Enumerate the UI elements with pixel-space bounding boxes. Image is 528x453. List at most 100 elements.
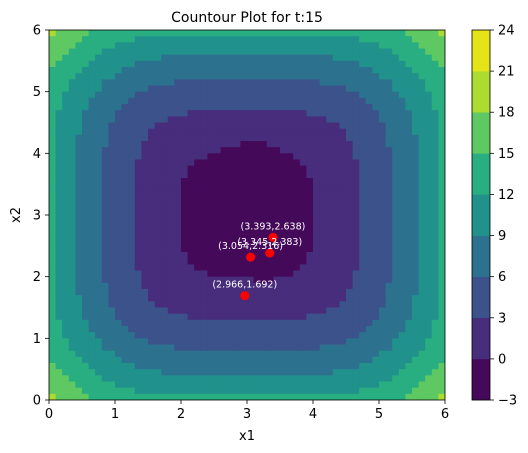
contour-cell xyxy=(438,326,445,333)
contour-cell xyxy=(68,264,76,272)
contour-cell xyxy=(194,128,202,136)
contour-cell xyxy=(88,104,96,111)
contour-cell xyxy=(101,159,109,167)
contour-cell xyxy=(326,60,334,68)
contour-cell xyxy=(346,141,354,148)
contour-cell xyxy=(379,48,387,56)
contour-cell xyxy=(88,375,96,383)
contour-cell xyxy=(253,338,261,346)
contour-cell xyxy=(82,233,90,241)
contour-cell xyxy=(181,215,189,222)
contour-cell xyxy=(313,190,321,198)
contour-cell xyxy=(68,344,76,352)
contour-cell xyxy=(352,258,360,265)
contour-cell xyxy=(240,282,248,290)
contour-cell xyxy=(62,350,70,358)
contour-cell xyxy=(207,36,215,43)
contour-cell xyxy=(207,73,215,80)
contour-cell xyxy=(141,221,149,228)
contour-cell xyxy=(398,147,406,154)
contour-cell xyxy=(55,282,63,290)
contour-cell xyxy=(134,295,142,302)
contour-cell xyxy=(319,344,327,352)
contour-cell xyxy=(49,239,57,247)
colorbar-band xyxy=(472,358,490,401)
contour-cell xyxy=(247,60,255,68)
contour-cell xyxy=(115,97,123,105)
contour-cell xyxy=(346,387,354,395)
contour-cell xyxy=(108,239,116,247)
contour-cell xyxy=(326,387,334,395)
contour-cell xyxy=(425,159,433,167)
contour-cell xyxy=(101,60,109,68)
contour-cell xyxy=(425,73,433,80)
contour-cell xyxy=(306,393,314,400)
contour-cell xyxy=(412,282,420,290)
contour-cell xyxy=(392,116,400,124)
contour-cell xyxy=(352,153,360,161)
contour-cell xyxy=(68,245,76,253)
contour-cell xyxy=(398,393,406,400)
contour-cell xyxy=(247,159,255,167)
contour-cell xyxy=(260,48,268,56)
contour-cell xyxy=(167,282,175,290)
contour-cell xyxy=(194,221,202,228)
contour-cell xyxy=(412,381,420,389)
contour-cell xyxy=(392,215,400,222)
contour-cell xyxy=(247,147,255,154)
contour-cell xyxy=(273,110,281,117)
contour-cell xyxy=(392,110,400,117)
contour-cell xyxy=(412,276,420,284)
contour-cell xyxy=(82,387,90,395)
contour-cell xyxy=(352,227,360,235)
contour-cell xyxy=(82,307,90,315)
contour-cell xyxy=(313,208,321,216)
contour-cell xyxy=(326,363,334,370)
contour-cell xyxy=(280,295,288,302)
data-point-label: (3.345,2.383) xyxy=(237,237,302,248)
contour-cell xyxy=(214,381,222,389)
contour-cell xyxy=(220,116,228,124)
contour-cell xyxy=(240,67,248,74)
contour-cell xyxy=(108,42,116,50)
contour-cell xyxy=(148,369,156,376)
contour-cell xyxy=(187,319,195,327)
contour-cell xyxy=(438,295,445,302)
contour-cell xyxy=(101,190,109,198)
contour-cell xyxy=(115,208,123,216)
contour-cell xyxy=(260,344,268,352)
contour-cell xyxy=(115,110,123,117)
contour-cell xyxy=(293,264,301,272)
contour-cell xyxy=(194,270,202,278)
contour-cell xyxy=(207,276,215,284)
contour-cell xyxy=(214,97,222,105)
contour-cell xyxy=(88,258,96,265)
contour-cell xyxy=(207,202,215,210)
contour-cell xyxy=(154,239,162,247)
contour-cell xyxy=(266,350,274,358)
contour-cell xyxy=(161,97,169,105)
contour-cell xyxy=(55,190,63,198)
contour-cell xyxy=(306,258,314,265)
contour-cell xyxy=(167,338,175,346)
contour-cell xyxy=(359,375,367,383)
contour-cell xyxy=(55,141,63,148)
contour-cell xyxy=(286,73,294,80)
contour-cell xyxy=(438,104,445,111)
contour-cell xyxy=(352,233,360,241)
contour-cell xyxy=(280,128,288,136)
contour-cell xyxy=(398,153,406,161)
contour-cell xyxy=(141,381,149,389)
contour-cell xyxy=(431,208,439,216)
contour-cell xyxy=(82,282,90,290)
contour-cell xyxy=(392,67,400,74)
contour-cell xyxy=(75,221,83,228)
contour-cell xyxy=(339,375,347,383)
contour-cell xyxy=(425,289,433,296)
contour-cell xyxy=(365,202,373,210)
contour-cell xyxy=(161,381,169,389)
contour-cell xyxy=(167,215,175,222)
contour-cell xyxy=(431,258,439,265)
contour-cell xyxy=(346,104,354,111)
contour-cell xyxy=(134,356,142,364)
